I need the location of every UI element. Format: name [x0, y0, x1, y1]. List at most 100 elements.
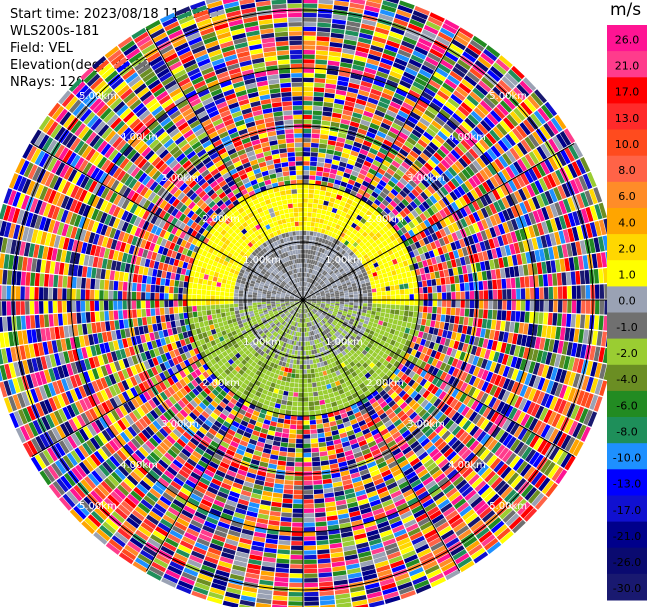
gate-cell [270, 382, 276, 387]
gate-cell [326, 506, 337, 512]
gate-cell [530, 288, 535, 299]
gate-cell [304, 573, 317, 578]
gate-cell [404, 311, 409, 317]
gate-cell [349, 305, 353, 308]
gate-cell [304, 485, 313, 490]
gate-cell [507, 300, 511, 310]
gate-cell [325, 497, 335, 502]
gate-cell [435, 321, 440, 328]
gate-cell [303, 27, 316, 32]
gate-cell [276, 563, 289, 568]
gate-cell [314, 368, 318, 373]
gate-cell [518, 265, 524, 276]
gate-cell [497, 279, 502, 289]
gate-cell [304, 504, 314, 508]
gate-cell [396, 269, 401, 275]
gate-cell [272, 497, 282, 502]
gate-cell [477, 272, 482, 281]
gate-cell [428, 300, 432, 306]
gate-cell [511, 311, 516, 322]
gate-cell [313, 387, 318, 392]
gate-cell [413, 312, 418, 318]
gate-cell [303, 342, 305, 346]
gate-cell [266, 473, 275, 479]
gate-cell [287, 457, 295, 462]
gate-cell [326, 441, 334, 446]
gate-cell [298, 402, 303, 406]
gate-cell [320, 214, 325, 219]
gate-cell [277, 554, 290, 559]
gate-cell [315, 410, 321, 415]
gate-cell [453, 324, 459, 332]
gate-cell [572, 300, 577, 313]
gate-cell [323, 168, 330, 173]
gate-cell [404, 283, 409, 289]
gate-cell [315, 218, 320, 223]
gate-cell [304, 434, 311, 438]
gate-cell [543, 274, 548, 286]
gate-cell [318, 200, 324, 205]
gate-cell [324, 427, 331, 432]
gate-cell [327, 145, 335, 151]
gate-cell [271, 506, 282, 511]
gate-cell [515, 311, 520, 322]
gate-cell [314, 83, 325, 88]
gate-cell [324, 488, 334, 493]
gate-cell [329, 378, 334, 383]
gate-cell [479, 291, 483, 300]
gate-cell [296, 341, 299, 345]
gate-cell [422, 313, 427, 319]
gate-cell [312, 457, 320, 462]
gate-cell [363, 303, 367, 306]
gate-cell [328, 136, 337, 142]
gate-cell [311, 138, 319, 143]
gate-cell [303, 393, 308, 397]
gate-cell [390, 309, 395, 314]
gate-cell [331, 402, 337, 408]
gate-cell [353, 305, 358, 308]
gate-cell [391, 305, 396, 310]
gate-cell [322, 111, 332, 116]
gate-cell [429, 265, 435, 272]
gate-cell [538, 312, 543, 324]
gate-cell [284, 419, 290, 424]
gate-cell [332, 160, 340, 166]
gate-cell [317, 424, 324, 429]
gate-cell [354, 294, 358, 297]
gate-cell [372, 289, 377, 293]
gate-cell [549, 287, 554, 299]
gate-cell [464, 317, 469, 325]
gate-cell [280, 526, 291, 531]
gate-cell [311, 152, 318, 157]
gate-cell [459, 317, 464, 325]
gate-cell [469, 282, 474, 291]
gate-cell [321, 460, 329, 465]
gate-cell [330, 397, 336, 402]
gate-cell [482, 319, 487, 328]
gate-cell [298, 351, 301, 355]
gate-cell [433, 293, 437, 300]
gate-cell [428, 307, 433, 313]
gate-cell [294, 485, 303, 489]
gate-cell [321, 381, 326, 386]
gate-cell [461, 300, 465, 308]
gate-cell [492, 280, 497, 290]
gate-cell [314, 494, 324, 499]
gate-cell [303, 370, 307, 374]
gate-cell [303, 222, 307, 226]
gate-cell [470, 300, 474, 308]
gate-cell [428, 293, 432, 299]
gate-cell [553, 287, 558, 299]
gate-cell [326, 79, 337, 85]
gate-cell [313, 480, 322, 485]
gate-cell [304, 411, 310, 415]
gate-cell [396, 300, 400, 305]
gate-cell [326, 384, 331, 389]
gate-cell [391, 295, 395, 299]
gate-cell [310, 171, 316, 176]
gate-cell [400, 289, 405, 294]
gate-cell [344, 293, 349, 296]
gate-cell [382, 300, 386, 304]
gate-cell [324, 163, 331, 168]
gate-cell [394, 330, 400, 336]
